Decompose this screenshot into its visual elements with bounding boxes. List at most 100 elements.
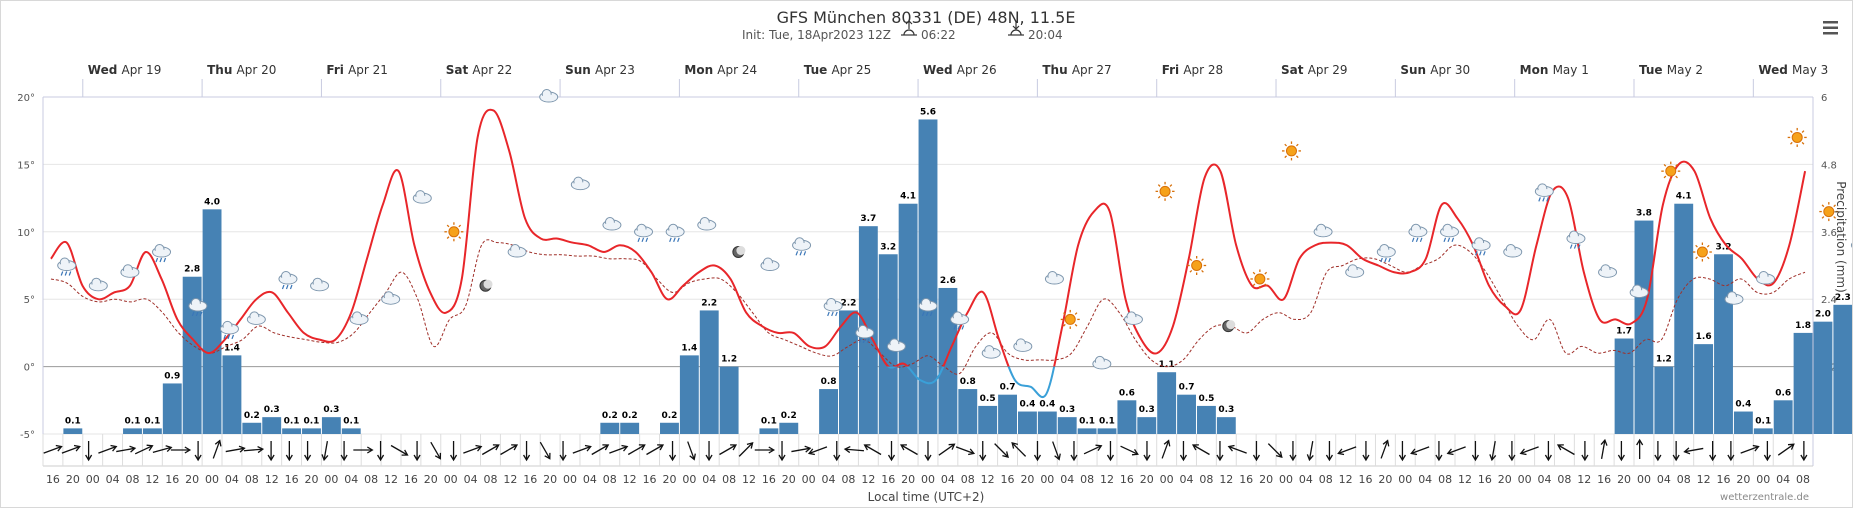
x-tick-label: 20 <box>1378 473 1392 486</box>
wind-arrow-head <box>1709 454 1717 462</box>
cloud-fill <box>1346 269 1363 277</box>
wind-arrow <box>1410 446 1430 456</box>
rain-drop <box>1569 244 1573 249</box>
sun-ray <box>1169 195 1173 199</box>
rain-drop <box>637 237 641 243</box>
day-label: Fri Apr 21 <box>326 63 387 77</box>
precip-bar <box>719 366 739 434</box>
precip-bar-label: 0.3 <box>1218 405 1234 415</box>
x-tick-label: 20 <box>185 473 199 486</box>
wind-arrow-head <box>1011 442 1018 449</box>
x-tick-label: 16 <box>881 473 895 486</box>
rain-drop <box>1577 244 1581 249</box>
day-label-date: Apr 22 <box>472 63 512 77</box>
x-tick-label: 00 <box>1518 473 1532 486</box>
wind-arrow-shaft <box>719 444 736 456</box>
wind-arrow <box>1398 441 1406 462</box>
rain-drop <box>1380 257 1383 263</box>
wind-arrow <box>1306 441 1314 462</box>
cloud-fill <box>920 303 936 311</box>
wind-arrow <box>955 446 976 456</box>
cloud-fill <box>1599 269 1616 277</box>
precip-bar <box>918 119 938 434</box>
wind-arrow-shaft <box>1777 444 1794 456</box>
sun-ray <box>1252 271 1256 275</box>
cloud-fill <box>825 303 842 311</box>
wind-arrow <box>450 441 458 462</box>
day-label-date: Apr 30 <box>1430 63 1470 77</box>
wind-arrow-head <box>924 454 932 462</box>
precip-bar-label: 0.7 <box>1179 383 1195 393</box>
moon-icon <box>1222 320 1236 333</box>
y2-tick-label: 3.6 <box>1821 228 1837 239</box>
wind-arrow <box>1011 442 1027 457</box>
credits-link[interactable]: wetterzentrale.de <box>1720 492 1809 503</box>
precip-bar <box>898 203 918 434</box>
wind-arrow-shaft <box>646 444 663 456</box>
precip-bar-label: 1.2 <box>721 355 737 365</box>
rain-icon <box>918 297 938 317</box>
wind-arrow-head <box>1581 454 1589 462</box>
precip-bar <box>1017 411 1037 434</box>
cloud-fill <box>1631 289 1648 297</box>
wind-arrow-shaft <box>1380 441 1388 459</box>
wind-arrow <box>1106 441 1115 462</box>
wind-arrow-shaft <box>591 444 608 456</box>
wind-arrow <box>1216 441 1224 462</box>
y-tick-label: 0° <box>24 363 35 374</box>
x-tick-label: 12 <box>1219 473 1233 486</box>
wind-arrow <box>353 446 374 454</box>
precip-bar <box>282 428 302 434</box>
precip-bar <box>998 394 1017 434</box>
wind-arrow-head <box>1070 454 1078 462</box>
sun-ray <box>1833 216 1836 219</box>
x-tick-label: 12 <box>384 473 398 486</box>
init-text: Init: Tue, 18Apr2023 12Z <box>742 28 891 42</box>
precip-bar <box>759 428 779 434</box>
wind-arrow-shaft <box>1083 445 1101 455</box>
dewpoint-line <box>50 239 1806 375</box>
cloud-fill <box>221 326 238 334</box>
wind-arrow-head <box>899 444 907 451</box>
x-tick-label: 04 <box>1418 473 1432 486</box>
precip-bar <box>660 422 679 434</box>
x-tick-label: 16 <box>1120 473 1134 486</box>
wind-arrow-head <box>559 454 567 462</box>
wind-arrow-head <box>492 444 500 451</box>
wind-arrow <box>687 441 696 461</box>
rain-drop <box>285 284 289 290</box>
precip-bar-label: 0.4 <box>1735 400 1751 410</box>
wind-arrow-head <box>146 444 154 451</box>
x-tick-label: 00 <box>802 473 816 486</box>
sun-icon <box>1819 202 1839 222</box>
precip-bar <box>779 422 799 434</box>
x-tick-label: 20 <box>1020 473 1034 486</box>
wind-arrow-head <box>366 446 374 454</box>
day-label-dow: Thu <box>207 63 236 77</box>
sun-icon <box>1155 181 1175 201</box>
rain-drop <box>1419 237 1423 243</box>
wind-arrow-shaft <box>1448 446 1466 454</box>
x-tick-label: 16 <box>762 473 776 486</box>
wind-arrow-head <box>511 444 519 451</box>
y-tick-label: 5° <box>24 295 35 306</box>
wind-arrow-shaft <box>430 441 441 459</box>
cloud-icon <box>1345 264 1365 278</box>
x-tick-label: 08 <box>1080 473 1094 486</box>
precip-bar <box>1674 203 1694 434</box>
wind-arrow <box>1600 438 1608 459</box>
x-tick-label: 00 <box>921 473 935 486</box>
wind-arrow-shaft <box>61 446 80 454</box>
sun-ray <box>1169 184 1173 187</box>
sun-ray <box>1790 141 1793 145</box>
rain-icon <box>950 311 970 330</box>
precip-bar <box>679 355 699 434</box>
wind-arrow <box>43 444 63 454</box>
menu-icon[interactable] <box>1823 21 1838 35</box>
rain-drop <box>961 325 965 330</box>
cloud-icon <box>602 217 622 231</box>
wind-arrow <box>1267 443 1283 458</box>
wind-arrow <box>170 446 192 454</box>
cloud-fill <box>509 249 526 257</box>
rain-drop <box>1479 251 1482 256</box>
